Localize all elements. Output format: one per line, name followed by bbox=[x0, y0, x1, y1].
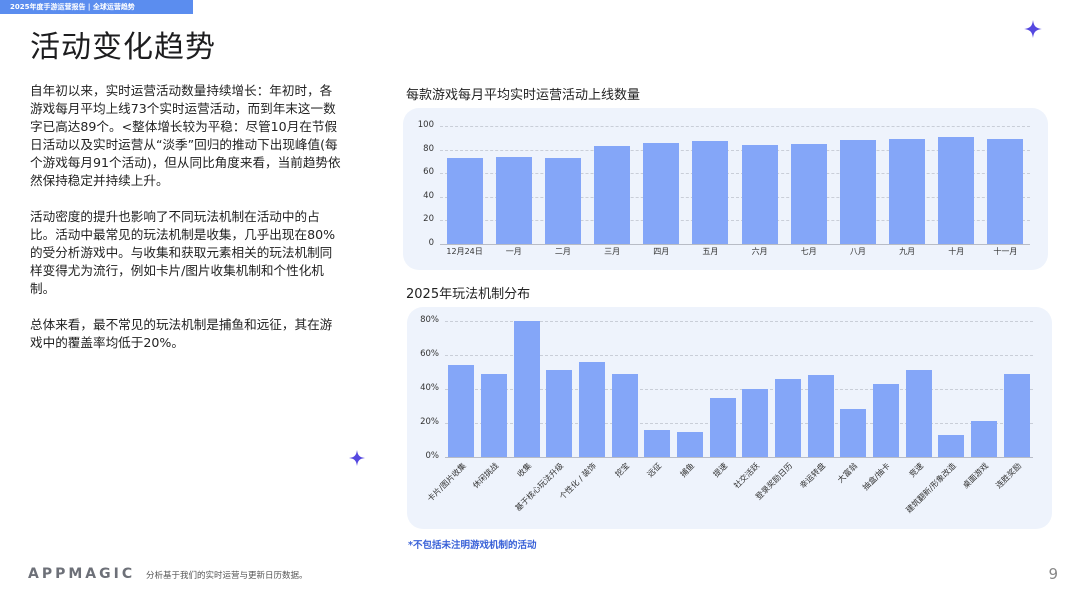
bar bbox=[579, 361, 605, 457]
x-axis-label: 八月 bbox=[849, 247, 866, 256]
bar bbox=[987, 138, 1024, 244]
x-axis-label: 十一月 bbox=[993, 247, 1018, 256]
y-axis-tick: 100 bbox=[417, 120, 434, 130]
footer-text: 分析基于我们的实时运营与更新日历数据。 bbox=[146, 571, 308, 581]
y-axis-tick: 20 bbox=[423, 214, 434, 225]
bar bbox=[544, 157, 581, 244]
x-axis-label: 二月 bbox=[554, 247, 571, 256]
bar bbox=[1003, 373, 1030, 457]
x-axis-label: 三月 bbox=[604, 247, 621, 256]
x-axis-label: 12月24日 bbox=[446, 247, 483, 256]
gridline bbox=[440, 173, 1030, 175]
bar bbox=[775, 378, 801, 457]
y-axis-tick: 60% bbox=[420, 349, 439, 359]
y-axis-tick: 0% bbox=[425, 451, 440, 461]
y-axis-tick: 80 bbox=[423, 143, 434, 154]
bar bbox=[446, 157, 483, 244]
page-number: 9 bbox=[1048, 565, 1058, 583]
bar bbox=[448, 365, 475, 457]
x-axis-line bbox=[440, 244, 1030, 245]
bar bbox=[839, 140, 876, 244]
y-axis-tick: 80% bbox=[420, 315, 439, 325]
y-axis-tick: 40 bbox=[423, 190, 434, 201]
bar bbox=[644, 429, 671, 457]
x-axis-label: 七月 bbox=[800, 247, 817, 256]
sparkle-icon bbox=[1024, 20, 1042, 38]
bar bbox=[889, 138, 926, 244]
bar bbox=[481, 373, 507, 457]
gridline bbox=[440, 196, 1030, 198]
paragraph: 总体来看，最不常见的玩法机制是捕鱼和远征，其在游戏中的覆盖率均低于20%。 bbox=[30, 317, 333, 350]
bar bbox=[611, 373, 638, 457]
paragraph: 活动密度的提升也影响了不同玩法机制在活动中的占比。活动中最常见的玩法机制是收集，… bbox=[30, 209, 336, 296]
bar bbox=[938, 136, 975, 244]
x-axis-label: 四月 bbox=[653, 247, 670, 256]
x-axis-label: 十月 bbox=[948, 247, 965, 256]
chart-title-monthly-events: 每款游戏每月平均实时运营活动上线数量 bbox=[406, 88, 641, 103]
bar bbox=[873, 383, 899, 457]
bar bbox=[513, 321, 540, 457]
x-axis-label: 九月 bbox=[899, 247, 916, 256]
y-axis-tick: 20% bbox=[420, 417, 439, 427]
report-tag: 2025年度手游运营报告 | 全球运营趋势 bbox=[0, 0, 193, 14]
bar bbox=[840, 409, 867, 457]
paragraph: 自年初以来，实时运营活动数量持续增长：年初时，各游戏每月平均上线73个实时运营活… bbox=[30, 83, 341, 188]
gridline bbox=[445, 355, 1033, 356]
gridline bbox=[440, 126, 1030, 127]
chart-title-mechanics: 2025年玩法机制分布 bbox=[406, 287, 531, 302]
bar bbox=[692, 141, 729, 244]
gridline bbox=[440, 220, 1030, 222]
bar bbox=[790, 143, 827, 244]
gridline bbox=[445, 423, 1033, 424]
sparkle-icon bbox=[349, 450, 365, 466]
x-axis-label: 六月 bbox=[751, 247, 768, 256]
gridline bbox=[445, 321, 1033, 322]
y-axis-tick: 40% bbox=[420, 383, 439, 393]
bar bbox=[938, 434, 965, 457]
bar bbox=[807, 375, 834, 457]
bar bbox=[971, 421, 997, 457]
bar bbox=[546, 370, 573, 457]
bar bbox=[677, 431, 703, 457]
bar bbox=[742, 389, 769, 457]
chart-note: *不包括未注明游戏机制的活动 bbox=[408, 540, 537, 551]
bar bbox=[741, 144, 778, 244]
body-text: 自年初以来，实时运营活动数量持续增长：年初时，各游戏每月平均上线73个实时运营活… bbox=[30, 82, 342, 370]
bar bbox=[709, 397, 736, 457]
x-axis-label: 一月 bbox=[505, 247, 522, 256]
page-title: 活动变化趋势 bbox=[30, 30, 216, 65]
brand-logo: APPMAGIC bbox=[28, 566, 136, 582]
bar bbox=[594, 146, 631, 244]
bar bbox=[495, 156, 532, 244]
x-axis-label: 五月 bbox=[702, 247, 719, 256]
bar bbox=[643, 142, 680, 244]
gridline bbox=[445, 389, 1033, 390]
y-axis-tick: 60 bbox=[423, 167, 434, 178]
bar bbox=[905, 370, 932, 457]
x-axis-line bbox=[445, 457, 1033, 458]
gridline bbox=[440, 149, 1030, 151]
y-axis-tick: 0 bbox=[428, 238, 434, 248]
